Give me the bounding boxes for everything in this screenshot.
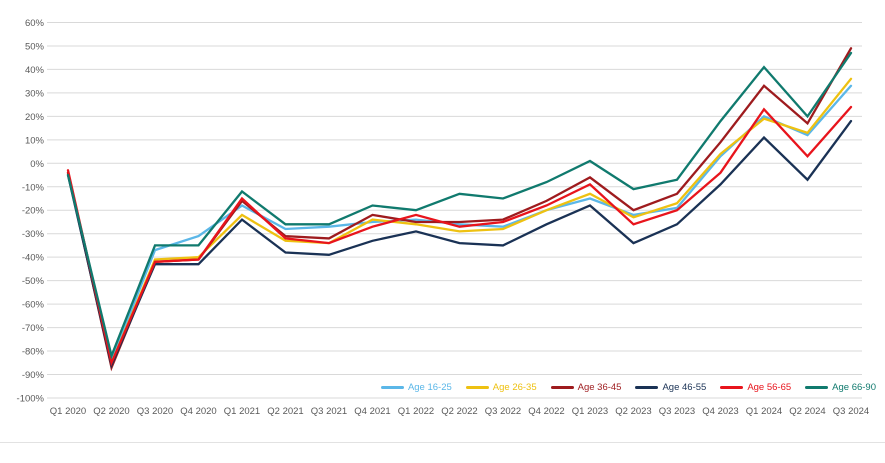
y-axis-tick-label: -100%	[17, 394, 45, 405]
x-axis-tick-label: Q1 2021	[224, 406, 260, 417]
x-axis-tick-label: Q1 2022	[398, 406, 434, 417]
legend-line-swatch-icon	[635, 386, 659, 389]
y-axis-tick-label: 60%	[25, 18, 45, 29]
legend-label: Age 16-25	[407, 382, 452, 393]
x-axis-tick-label: Q2 2024	[789, 406, 825, 417]
y-axis-tick-label: -20%	[22, 206, 45, 217]
y-axis-tick-label: 50%	[25, 41, 45, 52]
x-axis-tick-label: Q3 2021	[311, 406, 347, 417]
y-axis-tick-label: -30%	[22, 229, 45, 240]
legend-line-swatch-icon	[380, 386, 404, 389]
legend-item-age-56-65[interactable]: Age 56-65	[720, 382, 791, 393]
legend-item-age-46-55[interactable]: Age 46-55	[635, 382, 706, 393]
x-axis-tick-label: Q3 2023	[659, 406, 695, 417]
legend-item-age-66-90[interactable]: Age 66-90	[805, 382, 876, 393]
y-axis-tick-label: 40%	[25, 65, 45, 76]
y-axis-tick-label: 20%	[25, 112, 45, 123]
x-axis-tick-label: Q4 2023	[702, 406, 738, 417]
x-axis-tick-label: Q2 2023	[615, 406, 651, 417]
legend-line-swatch-icon	[720, 386, 744, 389]
x-axis-tick-label: Q4 2020	[180, 406, 216, 417]
x-axis-tick-label: Q3 2020	[137, 406, 173, 417]
y-axis-tick-label: 0%	[30, 159, 44, 170]
y-axis-tick-label: -50%	[22, 276, 45, 287]
y-axis-tick-label: -70%	[22, 323, 45, 334]
legend-line-swatch-icon	[465, 386, 489, 389]
legend-label: Age 36-45	[577, 382, 622, 393]
legend-label: Age 56-65	[747, 382, 792, 393]
legend-item-age-36-45[interactable]: Age 36-45	[550, 382, 622, 393]
series-line-age-56-65[interactable]	[66, 105, 853, 367]
x-axis-tick-label: Q2 2021	[267, 406, 303, 417]
chart-legend: Age 16-25 Age 26-35 Age 36-45 Age 46-55 Age …	[378, 379, 878, 396]
y-axis-tick-label: -40%	[22, 253, 45, 264]
legend-label: Age 66-90	[832, 382, 876, 393]
legend-label: Age 46-55	[662, 382, 707, 393]
y-axis-tick-label: 30%	[25, 88, 45, 99]
y-axis-tick-label: -80%	[22, 347, 45, 358]
x-axis-tick-label: Q1 2020	[50, 406, 86, 417]
x-axis-tick-label: Q4 2021	[354, 406, 390, 417]
x-axis-tick-label: Q3 2022	[485, 406, 521, 417]
y-axis-tick-label: 10%	[25, 135, 45, 146]
y-axis-tick-label: -10%	[22, 182, 45, 193]
series-line-age-46-55[interactable]	[66, 119, 853, 369]
x-axis-tick-label: Q1 2023	[572, 406, 608, 417]
x-axis-tick-label: Q1 2024	[746, 406, 782, 417]
series-line-age-16-25[interactable]	[66, 84, 853, 365]
legend-item-age-16-25[interactable]: Age 16-25	[380, 382, 452, 393]
x-axis-tick-label: Q4 2022	[528, 406, 564, 417]
bottom-divider	[0, 442, 885, 443]
y-axis-tick-label: -90%	[22, 370, 45, 381]
legend-label: Age 26-35	[492, 382, 537, 393]
x-axis-tick-label: Q2 2020	[93, 406, 129, 417]
series-line-age-26-35[interactable]	[66, 77, 853, 367]
legend-item-age-26-35[interactable]: Age 26-35	[465, 382, 537, 393]
y-axis-tick-label: -60%	[22, 300, 45, 311]
series-line-age-36-45[interactable]	[66, 47, 853, 372]
x-axis-tick-label: Q2 2022	[441, 406, 477, 417]
x-axis-tick-label: Q3 2024	[833, 406, 869, 417]
legend-line-swatch-icon	[550, 386, 574, 389]
legend-line-swatch-icon	[805, 386, 829, 389]
series-line-age-66-90[interactable]	[66, 51, 853, 360]
